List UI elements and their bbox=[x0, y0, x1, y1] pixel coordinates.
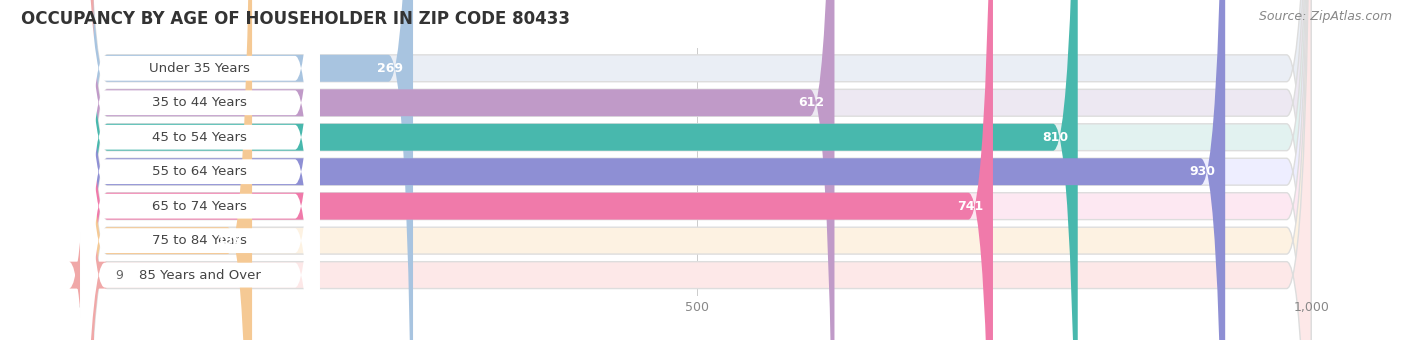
FancyBboxPatch shape bbox=[80, 0, 319, 340]
Text: 810: 810 bbox=[1042, 131, 1069, 144]
FancyBboxPatch shape bbox=[80, 0, 319, 340]
FancyBboxPatch shape bbox=[80, 0, 319, 340]
Text: Under 35 Years: Under 35 Years bbox=[149, 62, 250, 75]
Text: 45 to 54 Years: 45 to 54 Years bbox=[152, 131, 247, 144]
Text: 75 to 84 Years: 75 to 84 Years bbox=[152, 234, 247, 247]
FancyBboxPatch shape bbox=[80, 0, 319, 340]
FancyBboxPatch shape bbox=[83, 0, 993, 340]
Text: 55 to 64 Years: 55 to 64 Years bbox=[152, 165, 247, 178]
Text: 9: 9 bbox=[115, 269, 124, 282]
Text: 35 to 44 Years: 35 to 44 Years bbox=[152, 96, 247, 109]
FancyBboxPatch shape bbox=[83, 0, 1312, 340]
Text: OCCUPANCY BY AGE OF HOUSEHOLDER IN ZIP CODE 80433: OCCUPANCY BY AGE OF HOUSEHOLDER IN ZIP C… bbox=[21, 10, 569, 28]
Text: 930: 930 bbox=[1189, 165, 1215, 178]
FancyBboxPatch shape bbox=[80, 0, 319, 340]
Text: 612: 612 bbox=[799, 96, 825, 109]
FancyBboxPatch shape bbox=[80, 0, 319, 340]
Text: 138: 138 bbox=[217, 234, 242, 247]
FancyBboxPatch shape bbox=[83, 0, 1312, 340]
Text: Source: ZipAtlas.com: Source: ZipAtlas.com bbox=[1258, 10, 1392, 23]
Text: 85 Years and Over: 85 Years and Over bbox=[139, 269, 260, 282]
Text: 65 to 74 Years: 65 to 74 Years bbox=[152, 200, 247, 213]
FancyBboxPatch shape bbox=[83, 0, 1078, 340]
FancyBboxPatch shape bbox=[83, 0, 1312, 340]
FancyBboxPatch shape bbox=[83, 0, 835, 340]
FancyBboxPatch shape bbox=[83, 0, 1312, 340]
FancyBboxPatch shape bbox=[69, 0, 107, 340]
FancyBboxPatch shape bbox=[83, 0, 413, 340]
Text: 269: 269 bbox=[377, 62, 404, 75]
FancyBboxPatch shape bbox=[80, 0, 319, 340]
FancyBboxPatch shape bbox=[83, 0, 1312, 340]
FancyBboxPatch shape bbox=[83, 0, 252, 340]
FancyBboxPatch shape bbox=[83, 0, 1312, 340]
FancyBboxPatch shape bbox=[83, 0, 1312, 340]
FancyBboxPatch shape bbox=[83, 0, 1225, 340]
Text: 741: 741 bbox=[957, 200, 983, 213]
